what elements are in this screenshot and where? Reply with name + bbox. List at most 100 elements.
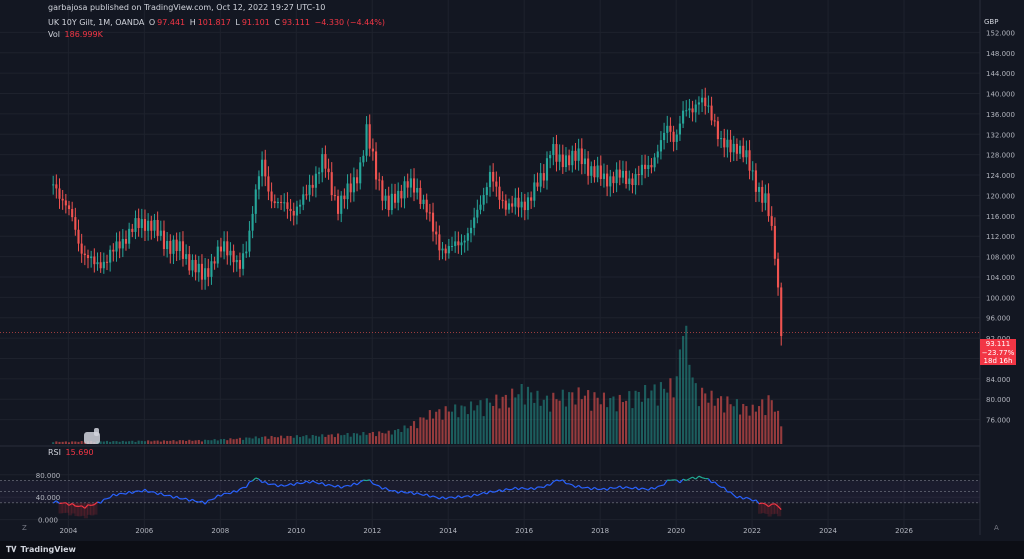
- volume-bar: [701, 387, 704, 444]
- candle-body: [761, 186, 764, 203]
- rsi-line: [52, 475, 782, 519]
- candle-body: [61, 198, 64, 201]
- volume-bar: [232, 439, 235, 444]
- candle-body: [153, 219, 156, 231]
- candle-body: [716, 121, 719, 140]
- volume-bar: [704, 393, 707, 444]
- volume-bar: [511, 388, 514, 444]
- rsi-segment: [347, 484, 351, 487]
- candle-body: [336, 196, 340, 214]
- volume-bar: [299, 437, 302, 444]
- close-value: 93.111: [281, 18, 310, 27]
- volume-bar: [501, 396, 504, 444]
- rsi-segment: [312, 480, 317, 484]
- rsi-legend[interactable]: RSI 15.690: [48, 448, 96, 457]
- candle-body: [735, 143, 738, 154]
- rsi-segment: [382, 487, 386, 490]
- time-tick-label: 2016: [515, 527, 533, 535]
- volume-bar: [682, 336, 685, 444]
- volume-bar: [333, 437, 336, 444]
- rsi-oversold-fill: [90, 502, 95, 516]
- price-tick-label: 148.000: [986, 50, 1015, 58]
- candle-body: [520, 201, 523, 208]
- volume-bar: [656, 405, 659, 444]
- candle-body: [748, 150, 751, 171]
- candle-body: [374, 151, 378, 180]
- rsi-segment: [493, 490, 497, 493]
- tradingview-logo[interactable]: 𝐓𝐕 TradingView: [6, 545, 76, 555]
- rsi-segment: [366, 479, 370, 482]
- price-tick-label: 120.000: [986, 192, 1015, 200]
- rsi-segment: [432, 495, 437, 498]
- volume-bar: [235, 438, 238, 444]
- open-value: 97.441: [157, 18, 186, 27]
- volume-bar: [454, 404, 457, 444]
- volume-bar: [568, 392, 571, 444]
- time-tick-label: 2026: [895, 527, 913, 535]
- price-tick-label: 152.000: [986, 29, 1015, 37]
- time-tick-label: 2010: [287, 527, 305, 535]
- symbol-name[interactable]: UK 10Y Gilt, 1M, OANDA: [48, 18, 145, 27]
- volume-bar: [577, 387, 580, 444]
- volume-bar: [761, 399, 764, 444]
- price-axis[interactable]: 152.000 148.000 144.000 140.000 136.000 132.0…: [986, 29, 1015, 424]
- time-axis[interactable]: 2004 2006 2008 2010 2012 2014 2016 2018 2020 2022…: [59, 527, 913, 535]
- price-tick-label: 136.000: [986, 111, 1015, 119]
- volume-bar: [552, 392, 555, 444]
- candle-body: [431, 212, 435, 232]
- candle-body: [292, 210, 295, 216]
- candle-body: [669, 125, 672, 132]
- candle-body: [286, 202, 289, 209]
- publisher-text: garbajosa published on TradingView.com, …: [48, 3, 326, 12]
- rsi-segment: [546, 484, 551, 486]
- badge-countdown: 18d 16h: [983, 357, 1013, 365]
- candle-body: [397, 190, 400, 203]
- rsi-axis[interactable]: 80.000 40.000 0.000: [36, 472, 61, 525]
- candle-body: [390, 193, 393, 211]
- volume-bar: [460, 405, 463, 444]
- rsi-segment: [730, 491, 735, 496]
- rsi-oversold-fill: [83, 502, 88, 519]
- volume-bar: [770, 400, 773, 444]
- rsi-segment: [264, 481, 269, 485]
- candle-body: [454, 241, 457, 246]
- time-tick-label: 2018: [591, 527, 609, 535]
- volume-bar: [675, 376, 678, 444]
- volume-bar: [691, 377, 694, 444]
- volume-bar: [450, 411, 454, 444]
- candle-body: [118, 241, 121, 249]
- rsi-segment: [81, 505, 86, 509]
- volume-bar: [564, 406, 568, 444]
- rsi-segment: [274, 483, 279, 488]
- volume-bar: [292, 437, 295, 444]
- volume-bar: [55, 441, 58, 444]
- candle-body: [166, 240, 169, 250]
- rsi-segment: [774, 503, 779, 507]
- volume-bar: [504, 394, 507, 444]
- zoom-reset-icon[interactable]: Z: [22, 524, 27, 532]
- volume-bar: [109, 441, 112, 444]
- volume-bar: [403, 425, 406, 444]
- volume-bar: [115, 441, 118, 444]
- rsi-segment: [416, 492, 421, 495]
- candle-body: [697, 102, 700, 105]
- volume-bar: [663, 388, 666, 444]
- volume-bar: [533, 402, 536, 444]
- auto-scale-icon[interactable]: A: [994, 524, 999, 532]
- volume-bar: [688, 364, 691, 444]
- volume-legend[interactable]: Vol 186.999K: [48, 30, 105, 39]
- candle-body: [618, 169, 621, 178]
- volume-bar: [257, 438, 260, 444]
- candle-body: [587, 158, 590, 176]
- rsi-segment: [477, 493, 481, 497]
- ohlc-legend[interactable]: UK 10Y Gilt, 1M, OANDA O 97.441 H 101.817 …: [48, 18, 387, 27]
- candle-body: [463, 240, 466, 243]
- rsi-segment: [502, 488, 507, 493]
- volume-bar: [644, 385, 647, 444]
- volume-bar: [175, 441, 178, 444]
- rsi-segment: [594, 486, 598, 491]
- candle-body: [514, 197, 517, 207]
- candle-body: [352, 177, 355, 193]
- publisher-line: garbajosa published on TradingView.com, …: [48, 3, 327, 12]
